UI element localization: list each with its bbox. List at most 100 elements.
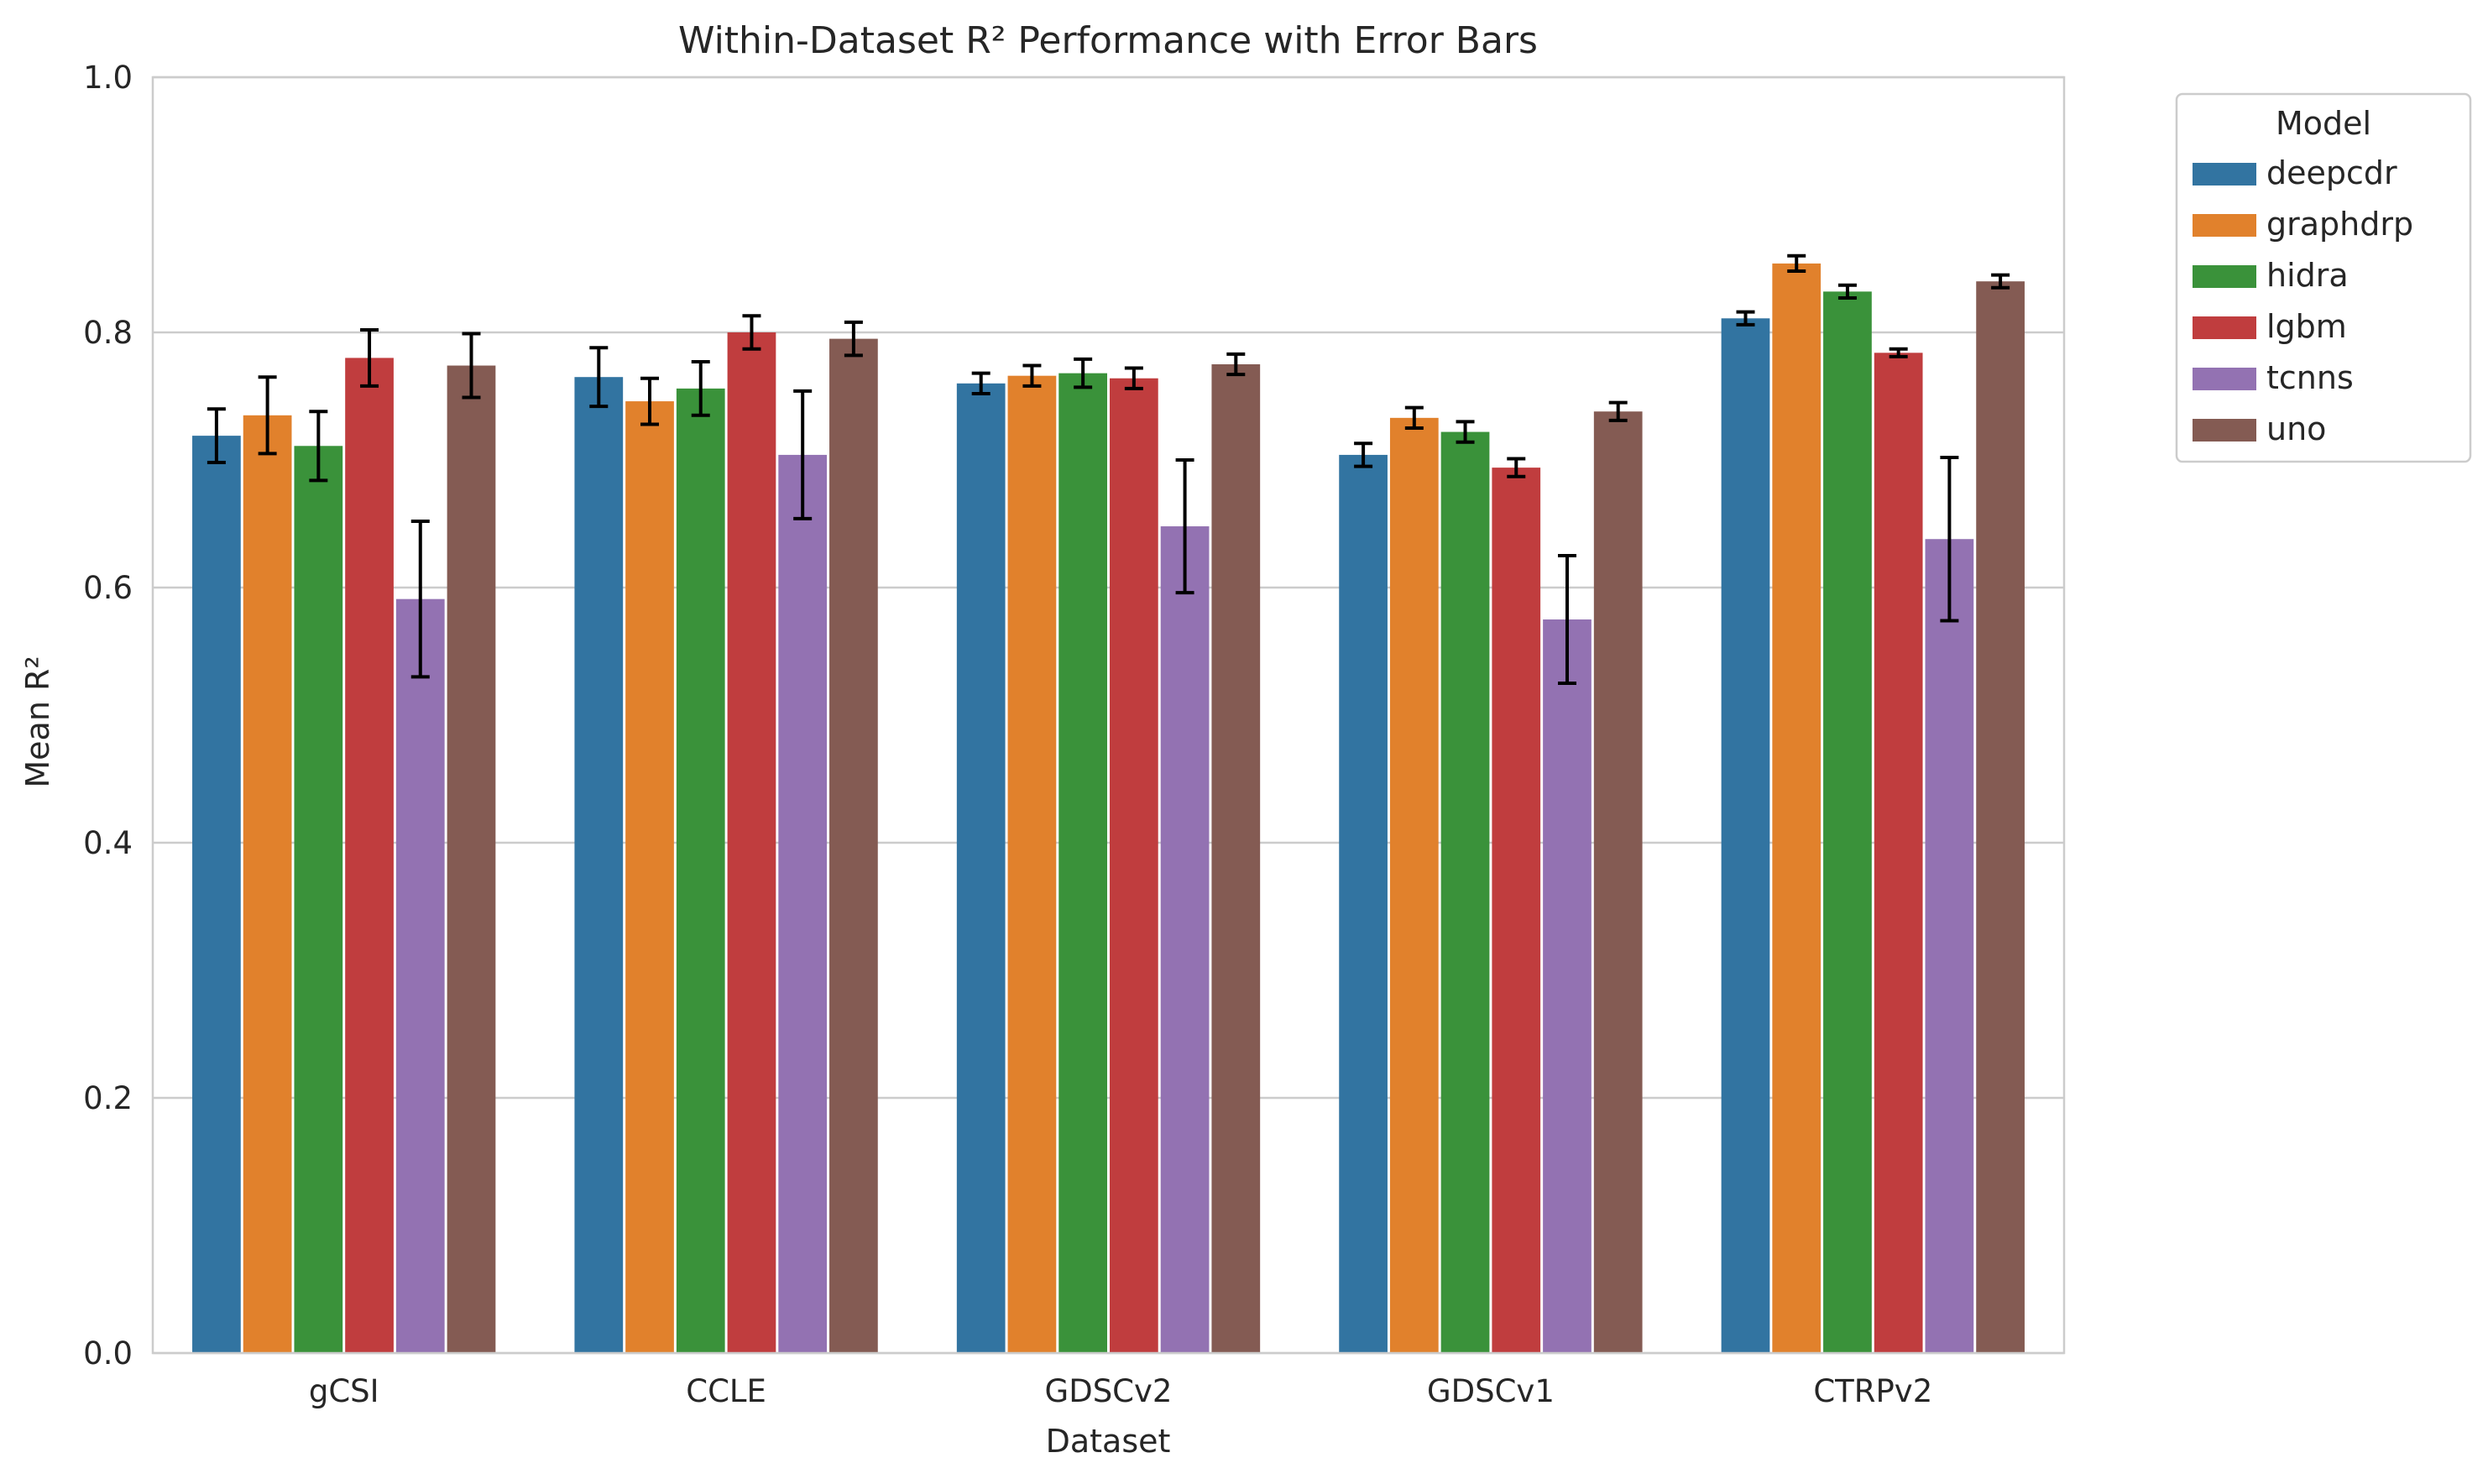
bar-graphdrp-CCLE <box>625 401 674 1354</box>
legend-label: tcnns <box>2266 359 2354 396</box>
bar-graphdrp-GDSCv1 <box>1389 417 1439 1354</box>
error-bar-deepcdr-GDSCv2 <box>971 371 990 395</box>
bar-deepcdr-CTRPv2 <box>1721 318 1770 1353</box>
error-bar-hidra-CCLE <box>691 359 710 417</box>
error-bar-tcnns-GDSCv2 <box>1175 458 1194 595</box>
bar-hidra-gCSI <box>294 446 343 1353</box>
bar-deepcdr-GDSCv2 <box>956 383 1006 1353</box>
error-bar-tcnns-CCLE <box>793 389 813 520</box>
y-tick-label: 1.0 <box>83 60 133 96</box>
x-tick-label: gCSI <box>309 1373 379 1409</box>
legend-item-hidra: hidra <box>2193 257 2349 294</box>
error-bar-deepcdr-CCLE <box>589 346 609 409</box>
legend-item-uno: uno <box>2193 410 2326 447</box>
error-bar-lgbm-CTRPv2 <box>1889 347 1908 358</box>
bar-lgbm-GDSCv2 <box>1110 378 1158 1354</box>
error-bar-tcnns-GDSCv1 <box>1557 554 1576 685</box>
error-bar-lgbm-GDSCv2 <box>1124 366 1143 390</box>
error-bar-graphdrp-gCSI <box>258 375 277 456</box>
error-bars <box>206 253 2010 685</box>
bar-uno-GDSCv2 <box>1211 364 1261 1353</box>
plot-frame <box>151 76 2066 1355</box>
bar-tcnns-CTRPv2 <box>1925 539 1974 1353</box>
legend-label: deepcdr <box>2266 154 2397 191</box>
y-axis-ticks: 0.0 0.2 0.4 0.6 0.8 1.0 <box>83 60 133 1372</box>
error-bar-uno-CCLE <box>844 320 863 358</box>
error-bar-hidra-GDSCv2 <box>1074 357 1093 389</box>
legend-swatch <box>2193 316 2256 339</box>
bar-uno-CCLE <box>829 338 878 1354</box>
bar-hidra-GDSCv2 <box>1058 373 1107 1353</box>
legend-label: uno <box>2266 410 2326 447</box>
legend: Model deepcdr graphdrp hidra lgbm tcnns uno <box>2175 92 2472 463</box>
legend-swatch <box>2193 368 2256 390</box>
bar-deepcdr-GDSCv1 <box>1339 454 1388 1354</box>
x-tick-label: GDSCv2 <box>1045 1373 1173 1409</box>
error-bar-uno-gCSI <box>462 332 481 400</box>
bar-uno-CTRPv2 <box>1976 281 2025 1354</box>
y-tick-label: 0.6 <box>83 570 133 606</box>
error-bar-hidra-GDSCv1 <box>1456 420 1475 444</box>
error-bar-hidra-gCSI <box>309 410 328 483</box>
bar-lgbm-CCLE <box>727 332 776 1353</box>
x-tick-label: CTRPv2 <box>1813 1373 1932 1409</box>
bar-lgbm-GDSCv1 <box>1492 468 1541 1353</box>
y-tick-label: 0.8 <box>83 315 133 351</box>
y-tick-label: 0.0 <box>83 1335 133 1372</box>
bar-tcnns-GDSCv2 <box>1160 526 1210 1353</box>
legend-title: Model <box>2276 105 2371 142</box>
legend-swatch <box>2193 265 2256 288</box>
y-axis-label: Mean R² <box>19 656 56 787</box>
legend-swatch <box>2193 419 2256 442</box>
bar-lgbm-gCSI <box>345 358 394 1353</box>
bar-uno-gCSI <box>447 365 496 1353</box>
error-bar-uno-CTRPv2 <box>1991 273 2010 290</box>
bar-graphdrp-GDSCv2 <box>1007 375 1057 1354</box>
bar-graphdrp-gCSI <box>243 415 292 1353</box>
error-bar-lgbm-GDSCv1 <box>1507 457 1526 478</box>
x-axis-ticks: gCSI CCLE GDSCv2 GDSCv1 CTRPv2 <box>309 1373 1932 1409</box>
bar-tcnns-GDSCv1 <box>1543 619 1592 1353</box>
x-axis-label: Dataset <box>1046 1423 1171 1460</box>
error-bar-uno-GDSCv2 <box>1226 352 1246 377</box>
error-bar-lgbm-gCSI <box>360 327 379 388</box>
y-tick-label: 0.2 <box>83 1080 133 1116</box>
bar-graphdrp-CTRPv2 <box>1772 263 1822 1353</box>
x-tick-label: CCLE <box>686 1373 766 1409</box>
bar-deepcdr-CCLE <box>574 377 624 1354</box>
error-bar-deepcdr-GDSCv1 <box>1354 442 1373 468</box>
error-bar-uno-GDSCv1 <box>1608 400 1628 422</box>
bar-uno-GDSCv1 <box>1593 411 1643 1353</box>
legend-label: hidra <box>2266 257 2349 294</box>
error-bar-tcnns-CTRPv2 <box>1940 455 1959 623</box>
bar-tcnns-CCLE <box>778 454 828 1354</box>
error-bar-hidra-CTRPv2 <box>1837 283 1857 300</box>
legend-item-lgbm: lgbm <box>2193 308 2347 345</box>
legend-label: lgbm <box>2266 308 2347 345</box>
legend-label: graphdrp <box>2266 206 2413 243</box>
bar-deepcdr-gCSI <box>192 436 241 1353</box>
bar-hidra-CTRPv2 <box>1823 291 1872 1353</box>
bar-hidra-GDSCv1 <box>1440 431 1490 1353</box>
error-bar-graphdrp-GDSCv1 <box>1404 405 1424 430</box>
error-bar-graphdrp-CTRPv2 <box>1787 253 1806 274</box>
legend-swatch <box>2193 163 2256 186</box>
bar-hidra-CCLE <box>676 388 725 1353</box>
error-bar-lgbm-CCLE <box>742 314 761 351</box>
legend-item-tcnns: tcnns <box>2193 359 2354 396</box>
error-bar-deepcdr-CTRPv2 <box>1736 310 1755 327</box>
bar-lgbm-CTRPv2 <box>1874 353 1923 1353</box>
y-tick-label: 0.4 <box>83 825 133 861</box>
legend-swatch <box>2193 214 2256 237</box>
chart-title: Within-Dataset R² Performance with Error… <box>678 19 1538 62</box>
error-bar-tcnns-gCSI <box>410 519 430 679</box>
x-tick-label: GDSCv1 <box>1427 1373 1555 1409</box>
legend-item-deepcdr: deepcdr <box>2193 154 2397 191</box>
error-bar-deepcdr-gCSI <box>206 407 226 465</box>
bar-tcnns-gCSI <box>395 598 445 1353</box>
error-bar-graphdrp-GDSCv2 <box>1022 363 1042 388</box>
error-bar-graphdrp-CCLE <box>640 376 660 426</box>
bars <box>192 263 2025 1354</box>
legend-item-graphdrp: graphdrp <box>2193 206 2413 243</box>
